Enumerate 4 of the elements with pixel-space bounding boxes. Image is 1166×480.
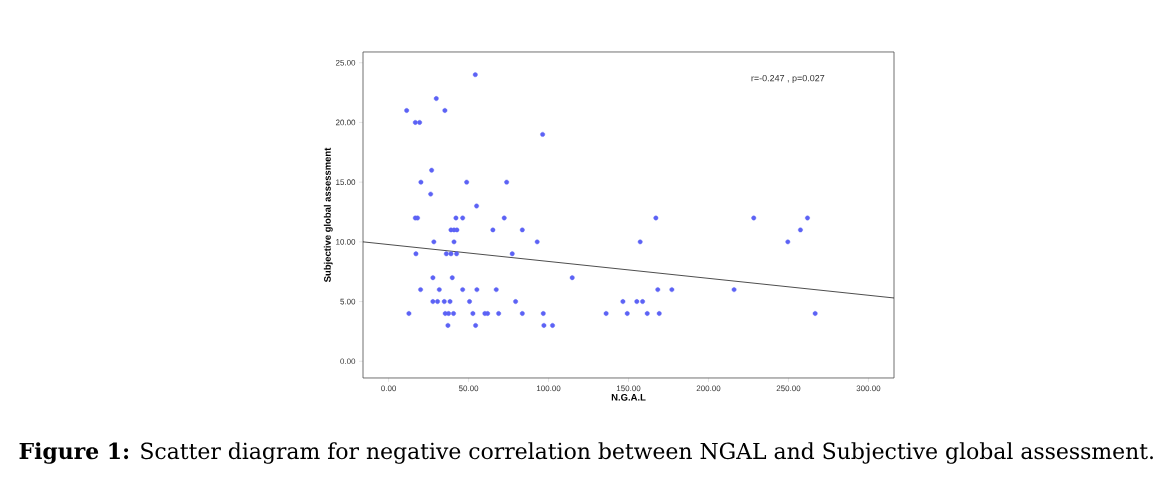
text: Figure 1: Scatter diagram for negative correlation between NGAL and Subjective global assessment.: [19, 442, 1153, 464]
annotation: r=-0.247 , p=0.027: [751, 74, 825, 84]
y-axis-title: Subjective global assessment: [323, 147, 333, 283]
x-axis-title: N.G.A.L: [611, 393, 646, 401]
